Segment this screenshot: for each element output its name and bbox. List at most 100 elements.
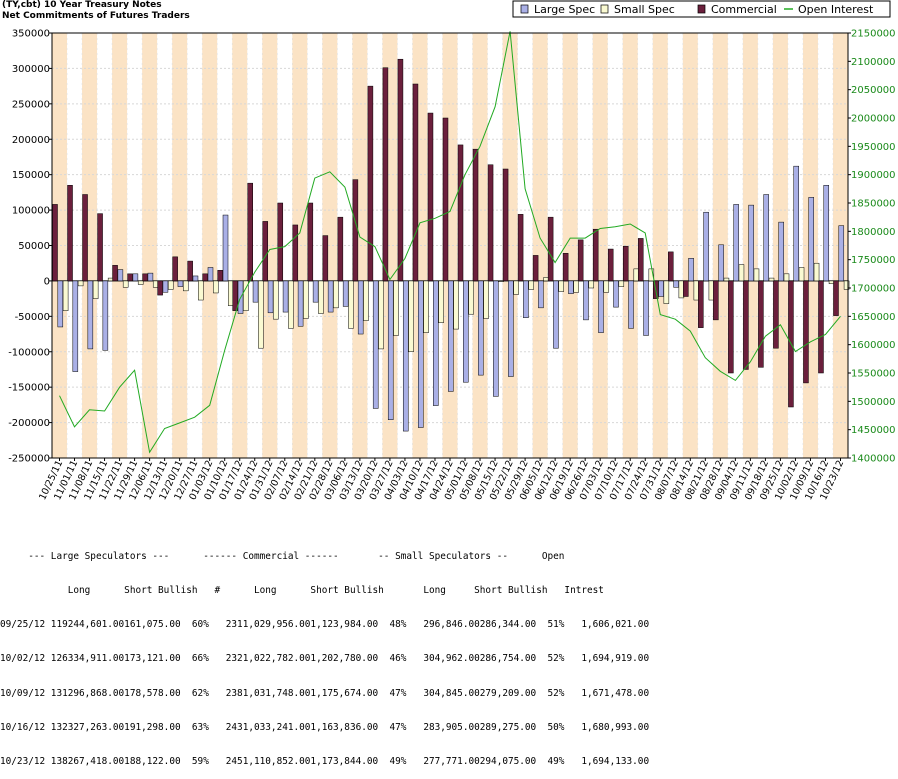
large-spec-bar [508, 280, 514, 377]
commercial-bar [758, 280, 764, 368]
small-spec-bar [92, 280, 99, 299]
small-spec-bar [753, 268, 760, 282]
commercial-bar [743, 280, 749, 370]
y-tick-label-right: 1400000 [851, 454, 896, 465]
bars [52, 58, 850, 432]
commercial-bar [172, 256, 178, 282]
large-spec-bar [523, 280, 529, 318]
small-spec-bar [813, 262, 820, 282]
y-tick-label-left: -50000 [15, 312, 50, 323]
stats-row: 10/16/12 132327,263.00191,298.00 63% 243… [0, 721, 650, 733]
commercial-bar [187, 260, 193, 282]
large-spec-bar [733, 204, 739, 282]
large-spec-bar [613, 280, 619, 308]
commercial-bar [52, 204, 58, 282]
commercial-bar [382, 67, 389, 282]
large-spec-bar [267, 280, 274, 314]
stats-table: --- Large Speculators --- ------ Commerc… [0, 528, 898, 779]
small-spec-bar [333, 280, 339, 309]
large-spec-bar [162, 280, 169, 293]
small-spec-bar [423, 280, 429, 333]
commercial-bar [472, 148, 479, 282]
y-tick-label-left: 150000 [12, 170, 50, 181]
legend-large-spec-swatch [520, 4, 529, 14]
y-tick-label-right: 1500000 [851, 397, 896, 408]
large-spec-bar [252, 280, 259, 303]
y-tick-label-right: 1550000 [851, 369, 896, 380]
large-spec-bar [493, 280, 499, 397]
large-spec-bar [448, 280, 454, 392]
y-tick-label-right: 1750000 [851, 255, 896, 266]
futures-chart: 350000 300000 250000 200000 150000 100000 5000… [8, 0, 896, 502]
open-interest-layer [59, 31, 841, 454]
small-spec-bar [663, 280, 670, 304]
small-spec-bar [167, 280, 174, 290]
small-spec-bar [393, 280, 399, 336]
commercial-bar [517, 214, 524, 282]
legend-open-interest-label: Open Interest [798, 3, 874, 16]
stats-row: 10/02/12 126334,911.00173,121.00 66% 232… [0, 653, 650, 665]
y-tick-label-right: 2000000 [851, 114, 896, 125]
large-spec-bar [778, 221, 784, 282]
large-spec-bar [57, 280, 64, 328]
large-spec-bar [793, 165, 799, 282]
small-spec-bar [453, 280, 459, 330]
small-spec-bar [738, 264, 745, 282]
y-tick-label-left: 100000 [12, 206, 50, 217]
axes [49, 32, 851, 461]
commercial-bar [67, 185, 73, 282]
y-tick-label-left: 50000 [18, 241, 50, 252]
small-spec-bar [258, 280, 264, 349]
legend-commercial-label: Commercial [711, 3, 777, 16]
commercial-bar [367, 85, 374, 282]
large-spec-bar [72, 280, 79, 372]
y-tick-label-left: 350000 [12, 29, 50, 40]
y-tick-label-right: 2150000 [851, 29, 896, 40]
large-spec-bar [628, 280, 634, 329]
legend-commercial-swatch [697, 4, 706, 14]
title-line-2: Net Commitments of Futures Traders [2, 11, 190, 21]
stats-header-1: --- Large Speculators --- ------ Commerc… [0, 550, 565, 562]
commercial-bar [82, 194, 88, 282]
commercial-bar [322, 235, 329, 282]
small-spec-bar [843, 280, 850, 290]
y-tick-label-right: 1950000 [851, 142, 896, 153]
small-spec-bar [378, 280, 384, 350]
y-axis-right-labels: 2150000 2100000 2050000 2000000 1950000 19000… [851, 29, 896, 465]
large-spec-bar [673, 280, 679, 288]
small-spec-bar [183, 280, 189, 292]
small-spec-bar [348, 280, 354, 329]
commercial-bar [412, 83, 419, 282]
commercial-bar [622, 245, 629, 282]
small-spec-bar [303, 280, 309, 319]
small-spec-bar [77, 280, 84, 287]
commercial-bar [217, 270, 223, 282]
commercial-bar [773, 280, 779, 349]
large-spec-bar [132, 273, 139, 282]
large-spec-bar [342, 280, 349, 307]
large-spec-bar [297, 280, 304, 327]
large-spec-bar [658, 280, 664, 297]
large-spec-bar [117, 269, 124, 282]
legend-small-spec-swatch [600, 4, 609, 14]
commercial-bar [547, 216, 554, 282]
large-spec-bar [703, 211, 709, 282]
small-spec-bar [768, 277, 775, 282]
small-spec-bar [408, 280, 414, 352]
commercial-bar [818, 280, 824, 374]
small-spec-bar [573, 280, 579, 293]
y-tick-label-left: -100000 [8, 347, 50, 358]
large-spec-bar [688, 258, 694, 282]
large-spec-bar [357, 280, 364, 335]
small-spec-bar [513, 280, 519, 295]
background-band [112, 33, 128, 458]
y-tick-label-left: 300000 [12, 64, 50, 75]
legend: Large Spec Small Spec Commercial Open Inter… [512, 0, 891, 18]
large-spec-bar [312, 280, 319, 303]
commercial-bar [97, 213, 103, 282]
commercial-bar [247, 182, 253, 282]
large-spec-bar [598, 280, 604, 333]
large-spec-bar [838, 225, 845, 282]
stats-header-2: Long Short Bullish # Long Short Bullish … [0, 585, 604, 597]
large-spec-bar [177, 280, 184, 287]
